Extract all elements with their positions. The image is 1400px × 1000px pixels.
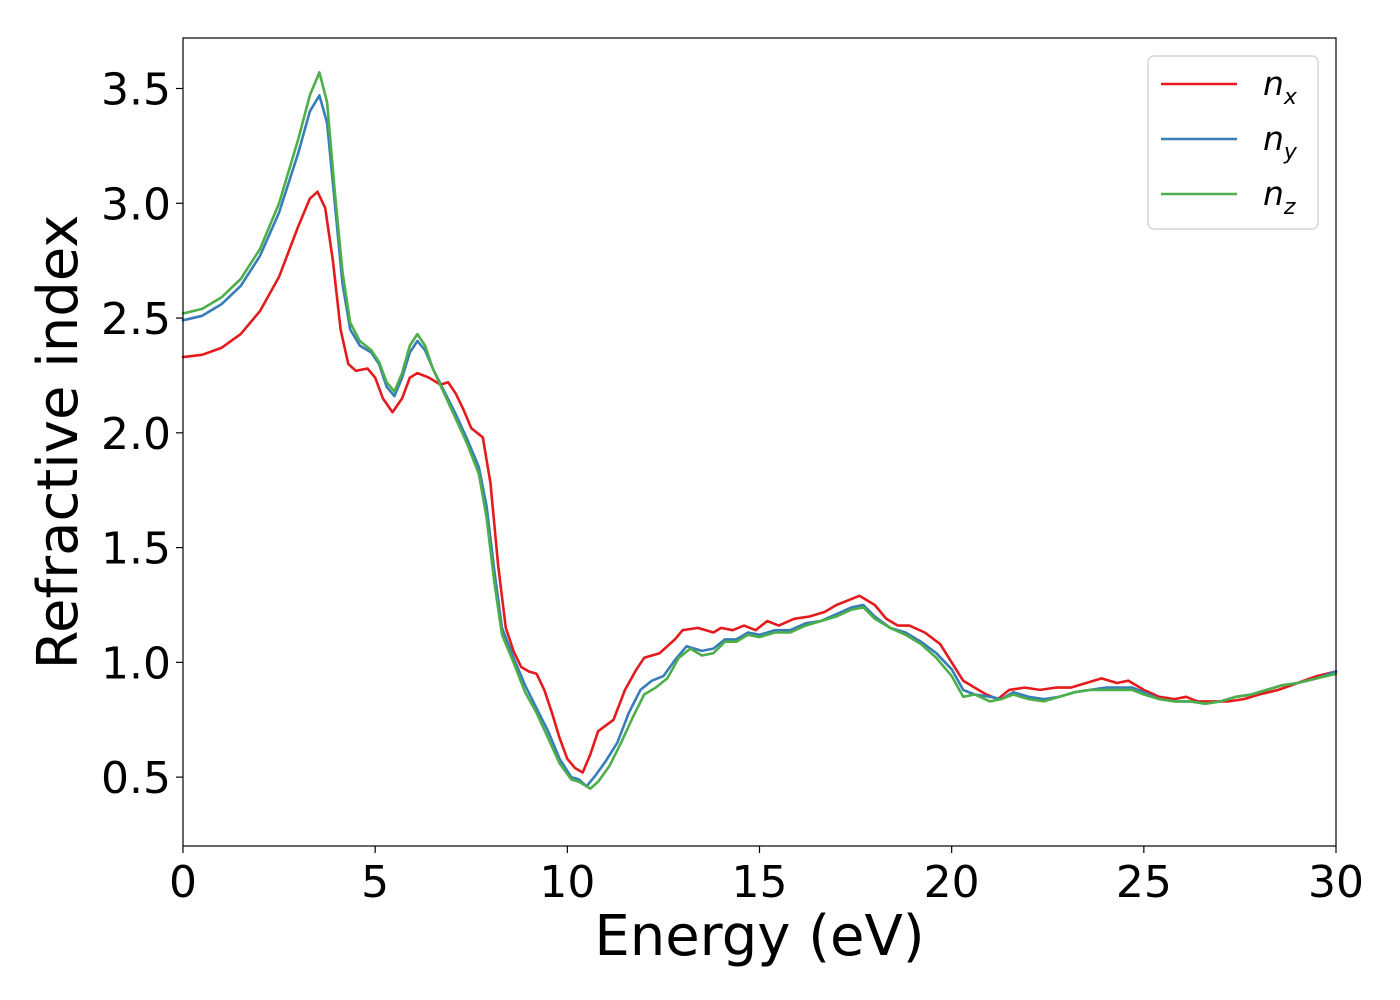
y-tick-label: 3.5: [101, 65, 171, 116]
series-line-nx: [181, 190, 1338, 774]
y-tick-label: 0.5: [101, 753, 171, 804]
x-axis-title: Energy (eV): [594, 904, 924, 969]
series-layer: [181, 71, 1338, 790]
y-tick-label: 2.5: [101, 294, 171, 345]
x-tick-label: 15: [732, 857, 788, 908]
x-tick-label: 30: [1308, 857, 1364, 908]
y-tick-label: 1.5: [101, 524, 171, 575]
y-axis-title: Refractive index: [26, 215, 91, 670]
y-tick-label: 2.0: [101, 409, 171, 460]
y-axis-ticks: 0.5 1.0 1.5 2.0 2.5 3.0 3.5: [101, 65, 183, 804]
x-tick-label: 0: [169, 857, 197, 908]
legend-label-nz: nz: [1263, 174, 1296, 220]
plot-area: [183, 38, 1336, 846]
y-tick-label: 3.0: [101, 179, 171, 230]
legend-label-ny: ny: [1263, 119, 1298, 165]
series-line-nz: [181, 71, 1338, 790]
x-tick-label: 10: [539, 857, 595, 908]
y-tick-label: 1.0: [101, 638, 171, 689]
legend-box: [1147, 55, 1319, 230]
legend: nx ny nz: [1147, 55, 1319, 230]
legend-label-nx: nx: [1263, 64, 1298, 110]
x-tick-label: 20: [924, 857, 980, 908]
x-axis-ticks: 0 5 10 15 20 25 30: [169, 846, 1364, 908]
x-tick-label: 5: [361, 857, 389, 908]
x-tick-label: 25: [1116, 857, 1172, 908]
